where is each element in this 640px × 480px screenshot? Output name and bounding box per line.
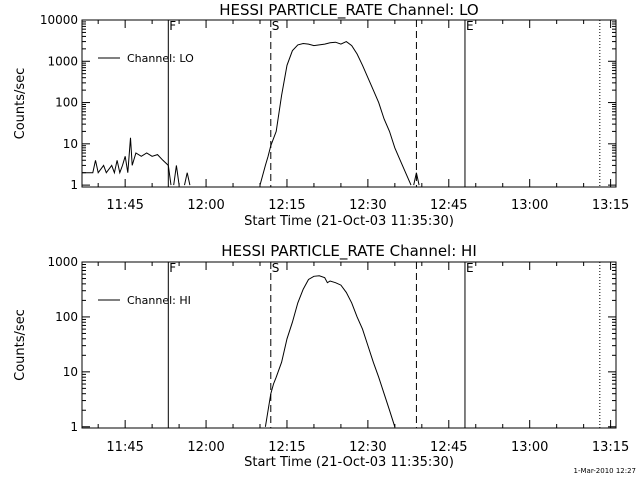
x-tick-label: 13:15 bbox=[592, 198, 629, 213]
x-tick-label: 12:15 bbox=[268, 440, 305, 455]
legend-label: Channel: HI bbox=[127, 294, 191, 307]
x-tick-label: 13:15 bbox=[592, 440, 629, 455]
panel-channel-hi: HESSI PARTICLE_RATE Channel: HI 11:45 12:0… bbox=[13, 242, 629, 470]
event-marker-label: E bbox=[466, 19, 474, 33]
series-line bbox=[264, 275, 396, 427]
series-line bbox=[82, 137, 172, 186]
y-tick-label: 10 bbox=[63, 137, 78, 151]
legend-label: Channel: LO bbox=[127, 52, 194, 65]
x-tick-label: 12:30 bbox=[349, 440, 386, 455]
y-tick-label: 1000 bbox=[47, 54, 78, 68]
x-tick-label: 12:45 bbox=[430, 440, 467, 455]
x-axis-label: Start Time (21-Oct-03 11:35:30) bbox=[244, 214, 454, 229]
x-axis-label: Start Time (21-Oct-03 11:35:30) bbox=[244, 455, 454, 470]
chart-title: HESSI PARTICLE_RATE Channel: HI bbox=[221, 242, 477, 261]
event-marker-label: F bbox=[169, 261, 176, 275]
y-tick-label: 1 bbox=[70, 178, 78, 192]
event-marker-label: F bbox=[169, 19, 176, 33]
y-axis-label: Counts/sec bbox=[13, 68, 28, 140]
y-tick-label: 100 bbox=[55, 96, 78, 110]
series-line bbox=[413, 172, 420, 186]
x-tick-label: 12:00 bbox=[187, 440, 224, 455]
x-tick-label: 11:45 bbox=[106, 198, 143, 213]
x-tick-label: 13:00 bbox=[511, 440, 548, 455]
footer-timestamp: 1-Mar-2010 12:27 bbox=[574, 467, 636, 475]
series-line bbox=[173, 165, 180, 186]
y-tick-label: 1 bbox=[70, 420, 78, 434]
plot-frame bbox=[81, 19, 617, 188]
x-tick-label: 11:45 bbox=[106, 440, 143, 455]
x-tick-label: 12:30 bbox=[349, 198, 386, 213]
x-tick-label: 12:45 bbox=[430, 198, 467, 213]
x-tick-label: 12:15 bbox=[268, 198, 305, 213]
y-tick-label: 10000 bbox=[40, 13, 78, 27]
event-marker-label: S bbox=[272, 261, 280, 275]
y-tick-label: 1000 bbox=[47, 255, 78, 269]
chart-title: HESSI PARTICLE_RATE Channel: LO bbox=[219, 1, 478, 20]
series-line bbox=[184, 172, 191, 186]
panel-channel-lo: HESSI PARTICLE_RATE Channel: LO 11:45 12:0… bbox=[13, 1, 629, 229]
series-line bbox=[259, 41, 412, 186]
x-tick-label: 12:00 bbox=[187, 198, 224, 213]
y-axis-label: Counts/sec bbox=[13, 309, 28, 381]
event-marker-label: E bbox=[466, 261, 474, 275]
event-marker-label: S bbox=[272, 19, 280, 33]
plot-frame bbox=[81, 261, 617, 429]
x-tick-label: 13:00 bbox=[511, 198, 548, 213]
y-tick-label: 100 bbox=[55, 310, 78, 324]
y-tick-label: 10 bbox=[63, 365, 78, 379]
